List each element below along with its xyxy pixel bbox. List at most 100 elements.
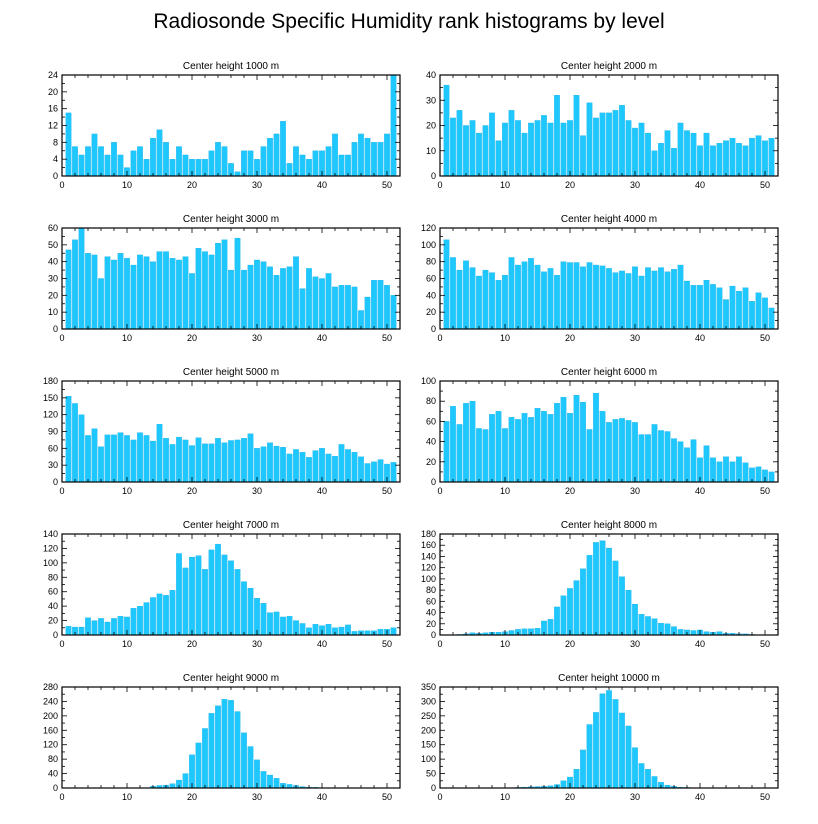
histogram-bar xyxy=(495,411,502,483)
histogram-bar xyxy=(98,146,104,177)
histogram-bar xyxy=(521,261,528,330)
histogram-bar xyxy=(137,605,143,636)
histogram-bar xyxy=(729,137,736,177)
histogram-bar xyxy=(671,438,677,483)
y-tick-label: 0 xyxy=(53,630,58,640)
y-tick-label: 20 xyxy=(48,87,58,97)
histogram-bar xyxy=(247,264,254,330)
histogram-bar xyxy=(476,275,482,330)
y-tick-label: 100 xyxy=(421,754,436,764)
histogram-bar xyxy=(169,783,176,789)
histogram-bar xyxy=(560,780,567,789)
histogram-bar xyxy=(156,424,163,483)
histogram-bar xyxy=(215,543,221,636)
histogram-bar xyxy=(65,395,72,483)
histogram-bar xyxy=(703,132,710,177)
y-tick-label: 240 xyxy=(43,696,58,706)
x-tick-label: 0 xyxy=(437,486,442,496)
histogram-bar xyxy=(580,266,586,330)
histogram-bar xyxy=(358,456,364,483)
histogram-bar xyxy=(332,286,338,330)
figure-title: Radiosonde Specific Humidity rank histog… xyxy=(153,10,664,33)
histogram-bar xyxy=(749,137,755,177)
histogram-bar xyxy=(502,428,508,483)
y-tick-label: 40 xyxy=(426,290,436,300)
histogram-bar xyxy=(534,120,541,177)
histogram-bar xyxy=(573,394,580,483)
histogram-bar xyxy=(703,280,710,330)
histogram-bar xyxy=(690,439,697,483)
y-tick-label: 30 xyxy=(48,460,58,470)
histogram-bar xyxy=(638,122,645,177)
histogram-bar xyxy=(293,146,299,177)
histogram-bar xyxy=(560,122,567,177)
histogram-bar xyxy=(273,778,280,789)
y-tick-label: 300 xyxy=(421,696,436,706)
x-tick-label: 30 xyxy=(630,180,640,190)
histogram-bar xyxy=(612,272,619,330)
histogram-bar xyxy=(202,251,208,330)
histogram-bar xyxy=(638,614,645,636)
histogram-bar xyxy=(273,611,280,636)
histogram-bar xyxy=(260,261,267,330)
histogram-bar xyxy=(619,270,625,330)
histogram-bar xyxy=(358,133,364,177)
histogram-bar xyxy=(612,110,619,177)
histogram-bar xyxy=(228,269,234,330)
histogram-bar xyxy=(567,262,573,330)
histogram-bar xyxy=(104,621,111,636)
histogram-bar xyxy=(606,112,612,177)
histogram-bar xyxy=(599,693,606,789)
histogram-bar xyxy=(371,280,377,330)
histogram-bar xyxy=(742,287,749,330)
histogram-bar xyxy=(593,712,599,789)
histogram-bar xyxy=(651,776,658,789)
histogram-bar xyxy=(586,102,593,177)
histogram-bar xyxy=(469,267,476,330)
histogram-bar xyxy=(228,700,234,789)
histogram-bar xyxy=(684,130,690,177)
x-tick-label: 40 xyxy=(317,639,327,649)
histogram-bar xyxy=(684,280,690,330)
y-tick-label: 20 xyxy=(426,307,436,317)
y-tick-label: 80 xyxy=(48,754,58,764)
x-tick-label: 20 xyxy=(565,639,575,649)
histogram-bar xyxy=(91,254,98,330)
histogram-bar xyxy=(632,127,638,177)
histogram-bar xyxy=(286,266,293,330)
histogram-bar xyxy=(267,266,273,330)
y-tick-label: 16 xyxy=(48,104,58,114)
histogram-bar xyxy=(338,285,345,330)
panel-title: Center height 8000 m xyxy=(561,520,657,531)
histogram-bar xyxy=(111,142,117,177)
histogram-bar xyxy=(573,769,580,789)
histogram-bar xyxy=(293,449,299,483)
histogram-bar xyxy=(338,154,345,177)
histogram-bar xyxy=(364,463,371,483)
histogram-bar xyxy=(130,608,137,636)
y-tick-label: 0 xyxy=(431,324,436,334)
y-tick-label: 20 xyxy=(48,290,58,300)
y-tick-label: 40 xyxy=(426,608,436,618)
x-tick-label: 10 xyxy=(122,180,132,190)
histogram-bar xyxy=(215,438,221,483)
histogram-bar xyxy=(580,402,586,483)
histogram-bar xyxy=(658,143,664,177)
y-tick-label: 20 xyxy=(48,616,58,626)
x-tick-label: 50 xyxy=(760,333,770,343)
x-tick-label: 30 xyxy=(252,792,262,802)
histogram-bar xyxy=(723,456,729,483)
histogram-bar xyxy=(221,699,228,789)
y-tick-label: 60 xyxy=(48,443,58,453)
histogram-bar xyxy=(202,569,208,636)
histogram-panel: Center height 6000 m 0 10 20 30 40 50 0 20 40 60 80… xyxy=(421,367,779,496)
histogram-bar xyxy=(450,117,456,177)
histogram-bar xyxy=(143,256,150,330)
histogram-bar xyxy=(202,443,208,483)
histogram-bar xyxy=(325,146,332,177)
histogram-bar xyxy=(286,616,293,636)
histogram-bar xyxy=(619,712,625,789)
histogram-bar xyxy=(215,242,221,330)
y-tick-label: 4 xyxy=(53,154,58,164)
